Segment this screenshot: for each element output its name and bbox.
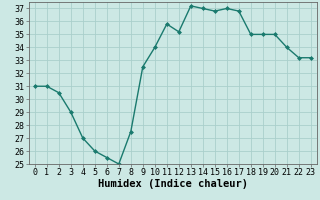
X-axis label: Humidex (Indice chaleur): Humidex (Indice chaleur) (98, 179, 248, 189)
